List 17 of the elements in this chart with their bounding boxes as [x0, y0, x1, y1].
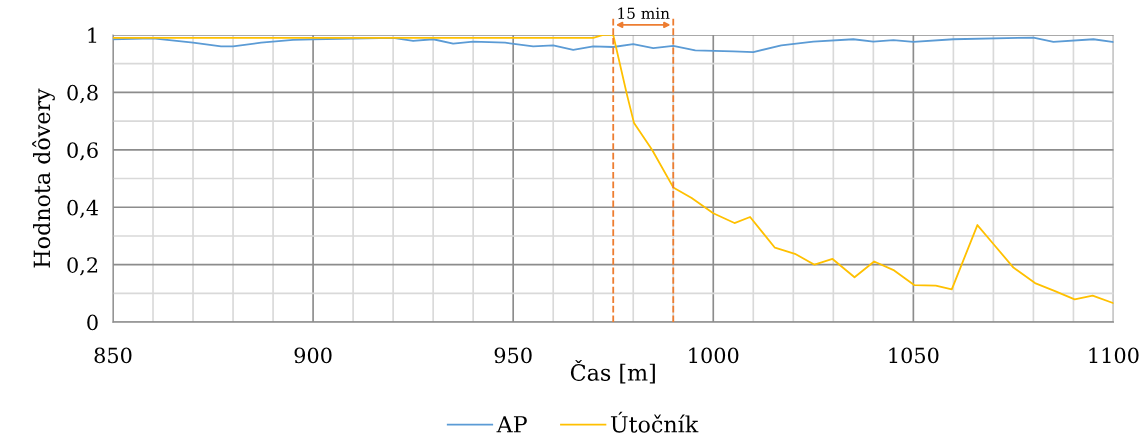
- y-tick-label: 0: [87, 314, 98, 331]
- y-tick-label: 1: [88, 27, 97, 43]
- x-axis-title: Čas [m]: [570, 360, 655, 384]
- legend-label: AP: [496, 416, 527, 433]
- x-tick-label: 900: [294, 347, 332, 364]
- y-tick-label: 0,8: [67, 84, 98, 104]
- x-tick-label: 850: [94, 347, 132, 364]
- text: 15 min: [618, 7, 670, 20]
- x-tick-label: 1100: [1089, 347, 1139, 364]
- y-tick-label: 0,6: [67, 142, 98, 161]
- y-tick-label: 0,2: [67, 257, 98, 276]
- x-tick-label: 1050: [889, 347, 939, 364]
- x-tick-label: 950: [494, 347, 532, 364]
- legend-label: Útočník: [610, 411, 699, 433]
- x-tick-label: 1000: [689, 347, 739, 364]
- y-tick-label: 0,4: [67, 199, 99, 218]
- y-axis-title: Hodnota dôvery: [32, 88, 55, 268]
